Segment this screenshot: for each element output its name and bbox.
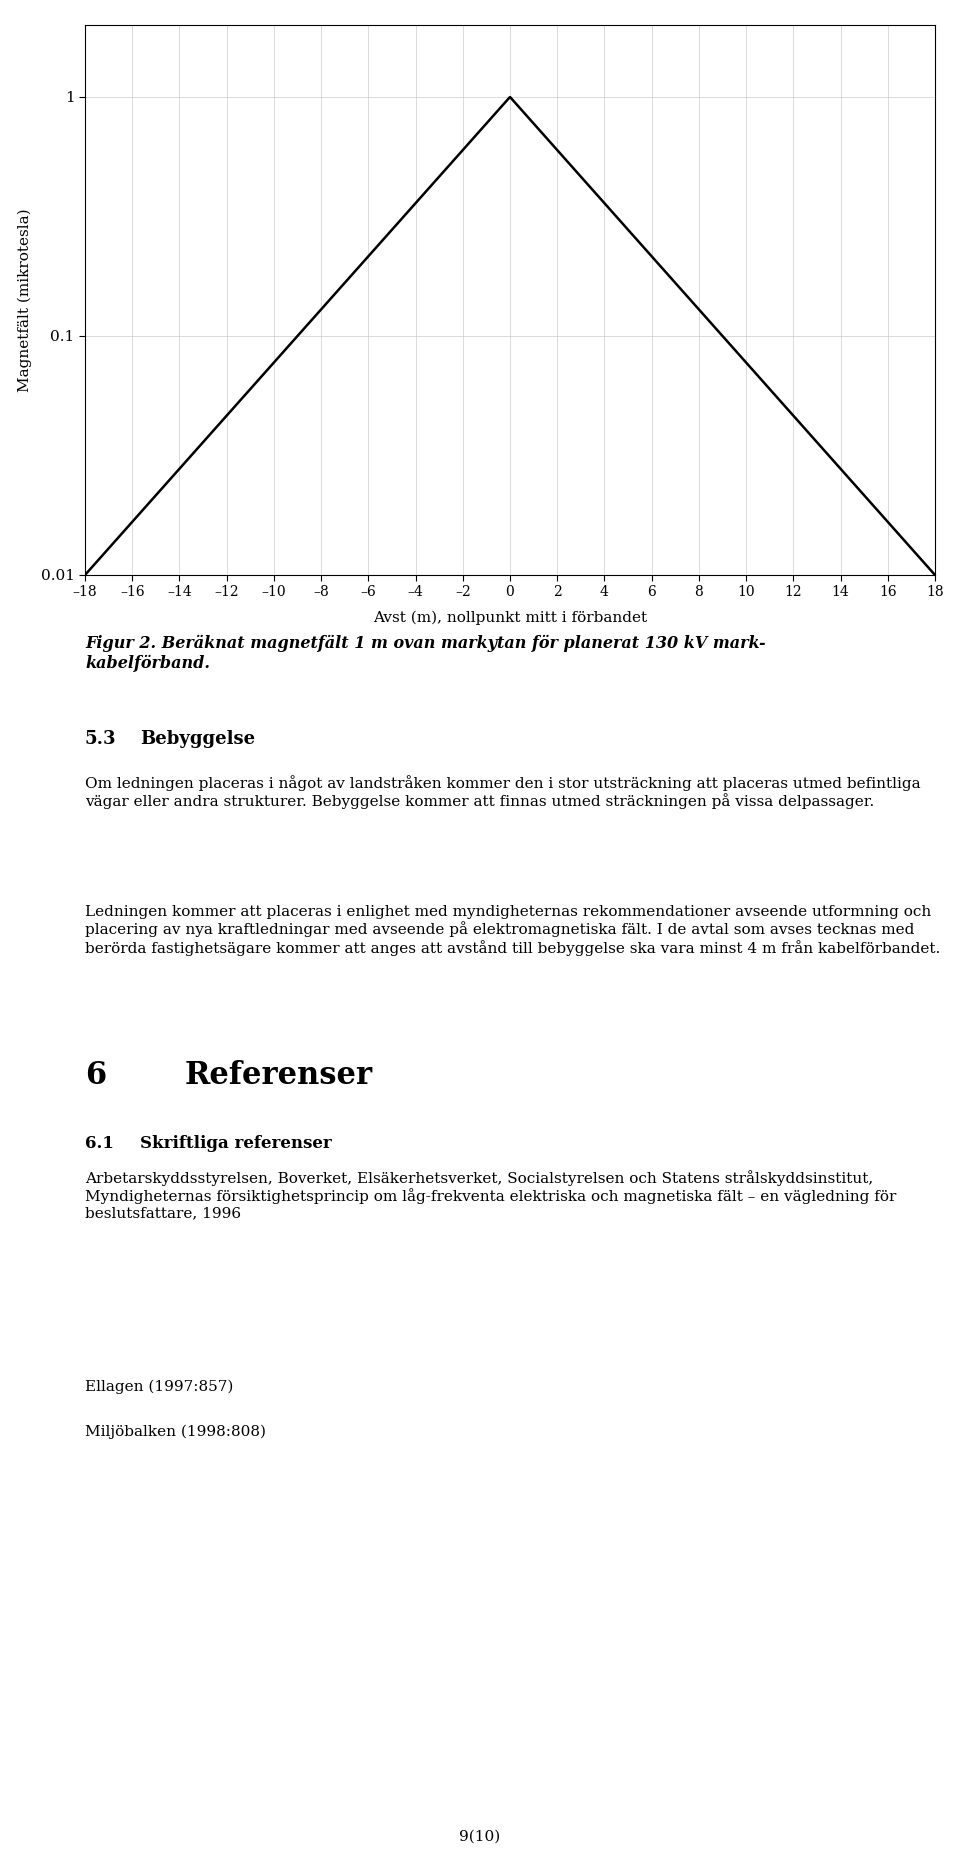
Text: Ellagen (1997:857): Ellagen (1997:857) (85, 1380, 233, 1395)
Text: Ledningen kommer att placeras i enlighet med myndigheternas rekommendationer avs: Ledningen kommer att placeras i enlighet… (85, 906, 940, 956)
Text: 9(10): 9(10) (460, 1830, 500, 1843)
Text: Arbetarskyddsstyrelsen, Boverket, Elsäkerhetsverket, Socialstyrelsen och Statens: Arbetarskyddsstyrelsen, Boverket, Elsäke… (85, 1170, 897, 1220)
Text: 6.1: 6.1 (85, 1135, 114, 1151)
Text: Miljöbalken (1998:808): Miljöbalken (1998:808) (85, 1425, 266, 1440)
Text: Om ledningen placeras i något av landstråken kommer den i stor utsträckning att : Om ledningen placeras i något av landstr… (85, 776, 921, 809)
Y-axis label: Magnetfält (mikrotesla): Magnetfält (mikrotesla) (18, 208, 33, 392)
Text: Bebyggelse: Bebyggelse (140, 729, 255, 748)
Text: Figur 2. Beräknat magnetfält 1 m ovan markytan för planerat 130 kV mark-
kabelfö: Figur 2. Beräknat magnetfält 1 m ovan ma… (85, 634, 766, 671)
X-axis label: Avst (m), nollpunkt mitt i förbandet: Avst (m), nollpunkt mitt i förbandet (372, 610, 647, 625)
Text: Referenser: Referenser (185, 1060, 373, 1092)
Text: 5.3: 5.3 (85, 729, 116, 748)
Text: Skriftliga referenser: Skriftliga referenser (140, 1135, 332, 1151)
Text: 6: 6 (85, 1060, 107, 1092)
